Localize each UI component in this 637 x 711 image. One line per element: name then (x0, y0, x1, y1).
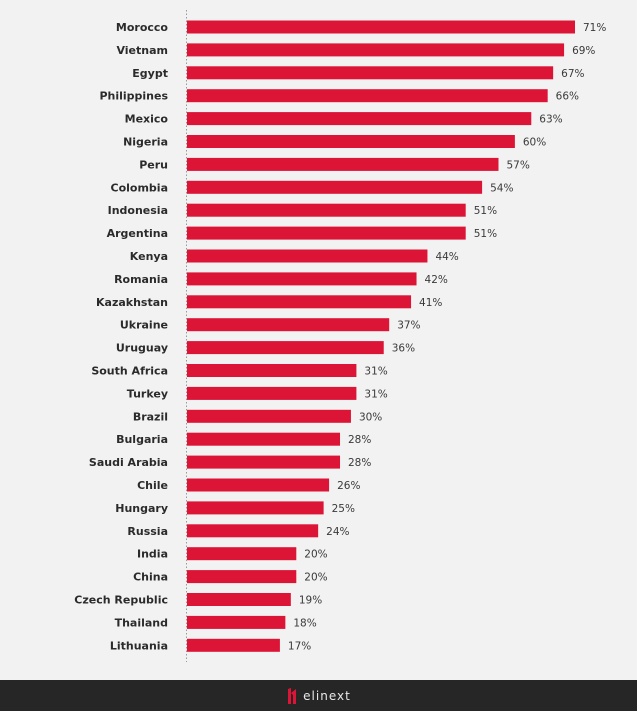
value-label: 26% (337, 480, 360, 492)
value-label: 36% (392, 343, 415, 355)
value-label: 30% (359, 411, 382, 423)
value-label: 44% (435, 251, 458, 263)
value-label: 42% (425, 274, 448, 286)
category-label: Hungary (115, 502, 168, 515)
category-label: Nigeria (123, 136, 168, 149)
value-label: 25% (332, 503, 355, 515)
bar (187, 638, 280, 652)
bar (187, 455, 341, 469)
category-label: Argentina (107, 227, 168, 240)
value-label: 28% (348, 457, 371, 469)
value-label: 69% (572, 45, 595, 57)
bar (187, 547, 297, 561)
bar (187, 112, 532, 126)
category-label: Lithuania (110, 639, 168, 652)
value-label: 54% (490, 182, 513, 194)
value-label: 63% (539, 114, 562, 126)
category-label: Indonesia (108, 204, 168, 217)
value-label: 57% (506, 159, 529, 171)
category-label: Chile (137, 479, 168, 492)
bar (187, 89, 548, 103)
value-label: 67% (561, 68, 584, 80)
bar (187, 432, 341, 446)
value-label: 37% (397, 320, 420, 332)
bar-chart: Morocco 71% Vietnam 69% Egypt 67% Philippines 6… (74, 10, 606, 662)
footer: elinext (0, 680, 637, 711)
bar (187, 364, 357, 377)
category-label: Bulgaria (116, 433, 168, 446)
bar (187, 409, 351, 423)
category-label: Saudi Arabia (89, 456, 168, 469)
bar (187, 203, 466, 217)
value-label: 18% (293, 617, 316, 629)
bar (187, 524, 319, 538)
value-label: 51% (474, 228, 497, 240)
bar (187, 43, 565, 57)
elinext-logo-text: elinext (303, 688, 351, 703)
bar (187, 20, 575, 34)
category-label: Peru (139, 158, 168, 171)
bar (187, 249, 428, 263)
category-label: Brazil (133, 410, 168, 423)
bar (187, 180, 483, 194)
value-label: 28% (348, 434, 371, 446)
value-label: 20% (304, 549, 327, 561)
category-label: Czech Republic (74, 594, 168, 607)
value-label: 24% (326, 526, 349, 538)
category-label: Vietnam (116, 44, 168, 57)
category-label: South Africa (91, 365, 168, 378)
value-label: 31% (364, 388, 387, 400)
value-label: 17% (288, 640, 311, 652)
bar (187, 135, 515, 148)
category-label: China (133, 571, 168, 584)
value-label: 66% (556, 91, 579, 103)
value-label: 31% (364, 366, 387, 378)
category-label: Mexico (125, 113, 169, 126)
bar (187, 226, 466, 240)
category-label: Uruguay (116, 342, 168, 355)
category-label: Thailand (115, 616, 168, 629)
value-label: 60% (523, 137, 546, 149)
category-label: Colombia (111, 181, 169, 194)
value-label: 41% (419, 297, 442, 309)
bar (187, 478, 330, 492)
category-label: Morocco (116, 21, 169, 34)
category-label: Kenya (130, 250, 168, 263)
value-label: 20% (304, 572, 327, 584)
value-label: 19% (299, 595, 322, 607)
bar (187, 570, 297, 584)
category-label: Kazakhstan (96, 296, 168, 309)
bar (187, 341, 384, 355)
bar (187, 295, 412, 309)
category-label: India (137, 548, 168, 561)
bar (187, 66, 554, 80)
category-label: Egypt (132, 67, 168, 80)
bar (187, 593, 291, 606)
elinext-logo-icon (288, 687, 297, 704)
bar (187, 386, 357, 400)
value-label: 51% (474, 205, 497, 217)
bar (187, 318, 390, 332)
bar (187, 615, 286, 629)
bar (187, 501, 324, 515)
category-label: Russia (127, 525, 168, 538)
category-label: Philippines (99, 90, 168, 103)
category-label: Turkey (127, 387, 168, 400)
value-label: 71% (583, 22, 606, 34)
category-label: Romania (114, 273, 168, 286)
bar (187, 157, 499, 171)
bar (187, 272, 417, 286)
category-label: Ukraine (120, 319, 168, 332)
